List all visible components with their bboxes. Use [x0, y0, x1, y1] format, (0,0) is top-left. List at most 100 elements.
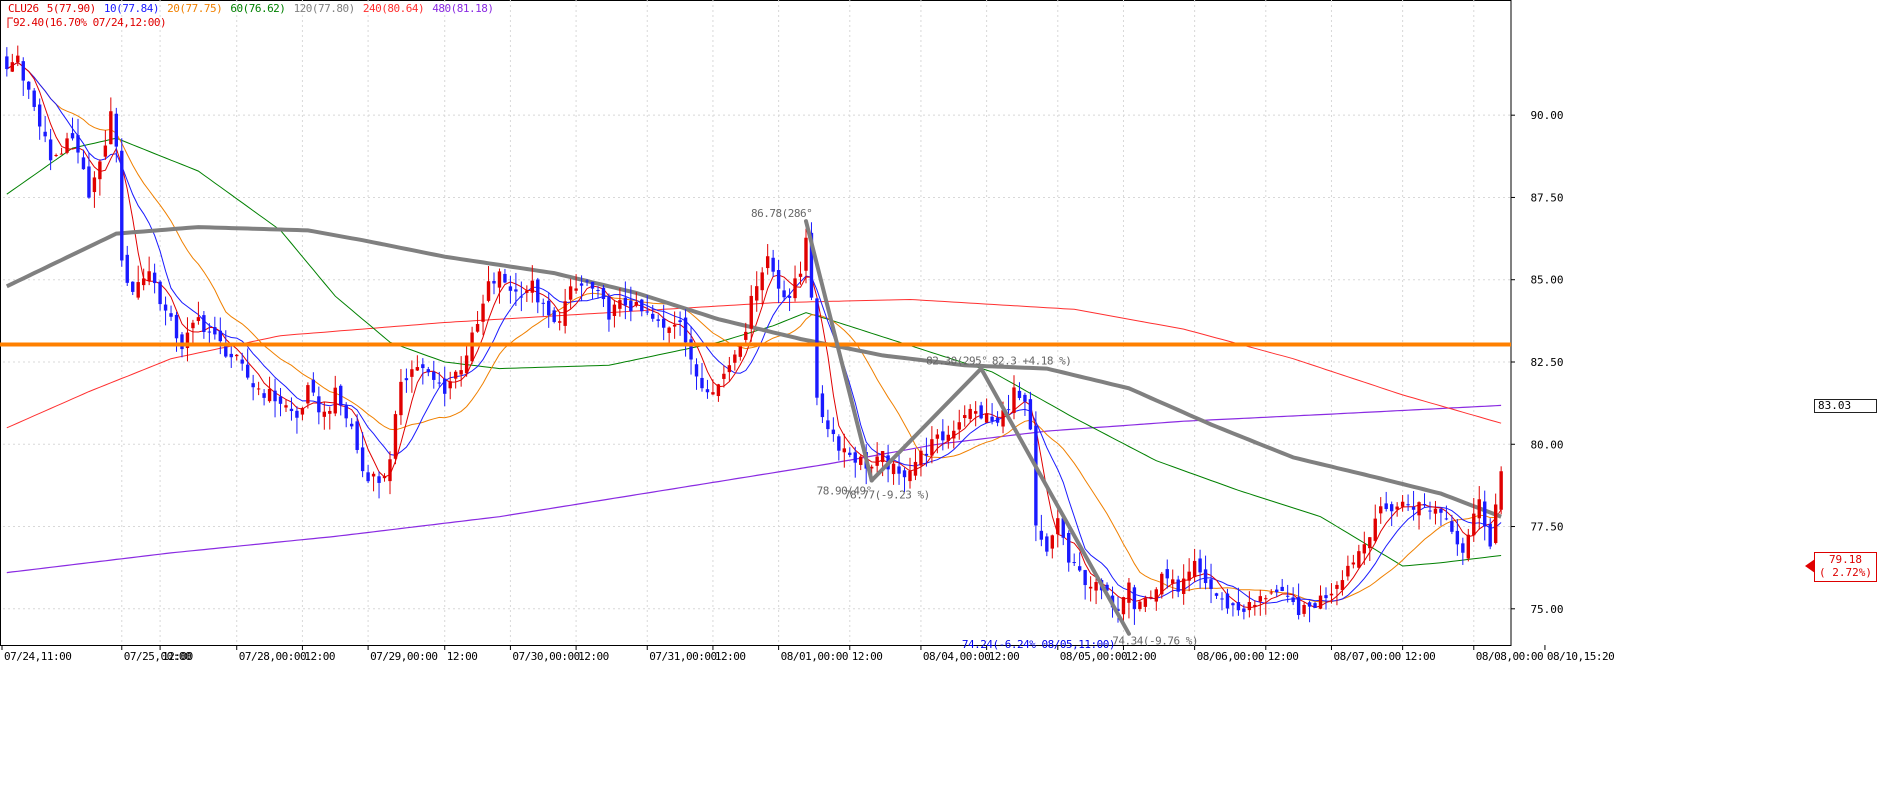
candle-body	[924, 453, 929, 456]
candle	[196, 301, 201, 325]
candle	[1072, 553, 1076, 566]
candle	[37, 98, 42, 140]
candle-body	[131, 281, 135, 292]
candle	[191, 319, 195, 344]
candle	[262, 389, 266, 406]
candle-body	[103, 145, 108, 157]
candle	[492, 272, 496, 295]
candle	[1395, 502, 1399, 517]
candle	[744, 322, 748, 345]
candle	[54, 153, 58, 157]
candle-body	[256, 388, 261, 390]
candle	[158, 280, 162, 311]
candle-body	[771, 257, 775, 272]
candle-body	[235, 354, 239, 357]
candle	[579, 275, 584, 302]
candle-body	[152, 272, 157, 284]
candle-body	[683, 317, 688, 343]
candle	[727, 356, 732, 381]
candle-body	[1088, 586, 1093, 589]
candle	[235, 353, 239, 361]
candle-body	[5, 56, 9, 70]
y-tick-label: 90.00	[1530, 109, 1563, 122]
ma120-line	[5, 225, 1502, 519]
candle	[1384, 491, 1388, 512]
candle	[1269, 589, 1273, 595]
candle-body	[1296, 597, 1301, 616]
candle	[957, 409, 961, 440]
candle	[689, 326, 693, 375]
candle-body	[891, 463, 896, 475]
candle	[453, 370, 458, 389]
candle-body	[1444, 518, 1449, 520]
candle-body	[1340, 580, 1345, 591]
candle-body	[820, 393, 825, 418]
candle-body	[722, 373, 726, 379]
candle-body	[733, 354, 737, 363]
candle	[81, 149, 86, 170]
candle	[1034, 411, 1038, 542]
candle-body	[1428, 510, 1432, 512]
candle	[448, 371, 452, 400]
candle	[1209, 563, 1213, 604]
candle-body	[995, 417, 1000, 423]
candle	[481, 294, 485, 336]
candle-body	[968, 408, 972, 419]
candle	[629, 286, 633, 322]
candle-body	[1160, 573, 1164, 595]
candle	[399, 369, 403, 425]
candle-body	[21, 61, 25, 81]
candle	[388, 451, 392, 495]
candle-body	[661, 318, 666, 328]
candle-body	[202, 315, 206, 333]
candle-body	[185, 332, 190, 349]
candle-body	[519, 296, 524, 298]
candle	[1198, 549, 1202, 589]
candle	[875, 442, 879, 475]
candle-body	[525, 290, 529, 293]
candle-body	[1368, 537, 1372, 549]
candle-body	[92, 177, 97, 193]
candle-body	[1285, 595, 1290, 597]
candle	[382, 473, 387, 482]
candle	[935, 429, 940, 454]
candle	[497, 268, 502, 304]
candle	[990, 403, 994, 425]
x-tick-label: 12:00	[578, 650, 609, 663]
moving-averages	[5, 61, 1502, 609]
candle	[1143, 595, 1148, 613]
candle-body	[158, 281, 162, 305]
candle	[328, 406, 332, 430]
candle-body	[667, 327, 671, 333]
candle-body	[1406, 504, 1410, 506]
candle	[601, 284, 606, 308]
candle-body	[508, 286, 513, 291]
candle	[897, 453, 901, 485]
candle-body	[880, 451, 885, 463]
candle-body	[705, 389, 710, 393]
candle	[1006, 394, 1011, 417]
candle-body	[1466, 534, 1471, 559]
candle	[1171, 569, 1175, 599]
candle	[1329, 583, 1334, 604]
candle	[1346, 555, 1350, 581]
candle	[70, 117, 75, 141]
candle-body	[1077, 566, 1082, 571]
candle-body	[191, 322, 195, 329]
candle	[755, 271, 759, 312]
candle	[973, 401, 978, 427]
x-tick-label: 08/05,00:00	[1060, 650, 1127, 663]
candle-body	[536, 279, 540, 303]
candle-body	[1083, 570, 1087, 586]
candle	[1154, 587, 1159, 611]
candle	[547, 292, 551, 328]
candle	[415, 355, 420, 371]
candle	[1351, 554, 1356, 569]
candle-body	[59, 153, 64, 155]
candle-body	[1072, 562, 1076, 564]
candle-body	[957, 422, 961, 430]
candle	[1307, 600, 1312, 623]
candle	[1362, 531, 1367, 565]
candle	[1165, 559, 1169, 589]
